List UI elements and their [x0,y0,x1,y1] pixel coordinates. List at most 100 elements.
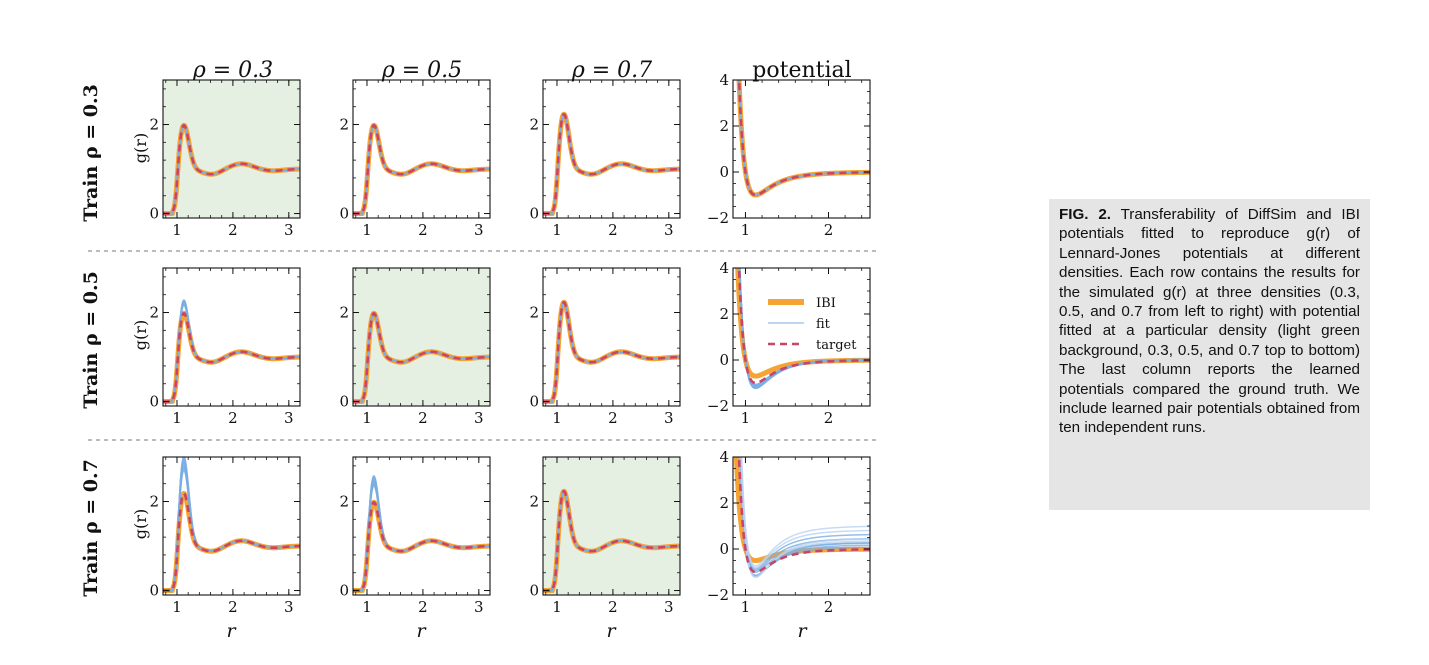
series-group [163,299,300,405]
caption: FIG. 2. Transferability of DiffSim and I… [1049,199,1370,510]
series-fit-2 [353,482,490,592]
series-ibi [736,80,870,198]
x-tick-label: 3 [474,409,484,427]
x-tick-label: 2 [608,221,618,239]
y-tick-label: 2 [719,117,729,135]
series-fit-7 [738,80,870,196]
series-fit-4 [353,480,490,592]
y-tick-label: 2 [719,494,729,512]
y-tick-label: 2 [529,116,539,134]
x-tick-label: 1 [172,221,182,239]
legend-target-label: target [816,338,857,353]
y-tick-label: 0 [719,163,729,181]
series-fit-3 [353,481,490,592]
series-ibi [163,491,300,594]
series-group [733,457,870,578]
series-fit-0 [163,469,300,592]
y-tick-label: 4 [719,259,729,277]
series-group [735,268,870,390]
y-tick-label: 2 [149,493,159,511]
training-background [543,457,680,595]
series-fit-1 [163,468,300,592]
xlabel-0: r [226,620,237,642]
series-fit-9 [740,457,870,567]
series-fit-9 [738,80,870,196]
series-target [353,501,490,592]
x-tick-label: 3 [474,598,484,616]
series-fit-6 [163,460,300,592]
panel-r1-c3: 1 2 −2 0 2 4 [707,259,871,427]
series-fit-9 [353,475,490,592]
series-target [163,312,300,403]
y-tick-label: 2 [529,493,539,511]
series-fit-8 [740,457,870,578]
series-fit-8 [739,268,870,390]
y-tick-label: 0 [149,582,159,600]
series-target [543,490,680,592]
y-tick-label: −2 [707,209,729,227]
x-tick-label: 1 [172,598,182,616]
y-tick-label: −2 [707,397,729,415]
axes-frame [732,79,871,219]
x-tick-label: 3 [474,221,484,239]
series-target [163,492,300,592]
series-target [737,80,870,197]
gr-ylabel-0: g(r) [131,133,150,163]
series-fit-7 [163,458,300,592]
x-tick-label: 2 [228,221,238,239]
series-fit-7 [740,457,870,569]
x-tick-label: 1 [362,221,372,239]
x-tick-label: 2 [418,598,428,616]
series-group [543,111,680,217]
axes-frame [542,79,681,219]
x-tick-label: 3 [284,221,294,239]
series-fit-9 [163,457,300,592]
x-tick-label: 3 [284,598,294,616]
row-label-2: Train ρ = 0.7 [80,459,102,597]
axes-frame [352,456,491,596]
series-fit-9 [739,268,870,390]
y-tick-label: 4 [719,448,729,466]
series-target [353,312,490,403]
y-tick-label: 2 [339,493,349,511]
panel-r1-c2: 1 2 3 0 2 [529,267,681,427]
series-fit-5 [353,479,490,592]
legend-ibi-label: IBI [816,296,836,311]
series-fit-8 [353,476,490,592]
x-tick-label: 3 [664,598,674,616]
x-tick-label: 2 [608,409,618,427]
x-tick-label: 2 [228,598,238,616]
x-tick-label: 1 [552,409,562,427]
gr-ylabel-2: g(r) [131,509,150,539]
series-fit-3 [738,80,870,196]
caption-text: Transferability of DiffSim and IBI poten… [1059,206,1360,437]
series-ibi [543,111,680,217]
panel-r2-c1: 1 2 3 0 2 [339,456,491,616]
axes-frame [162,79,301,219]
panel-r2-c3: 1 2 −2 0 2 4 [707,448,871,616]
row-label-0: Train ρ = 0.3 [80,84,102,222]
y-tick-label: 2 [529,304,539,322]
y-tick-label: 0 [719,540,729,558]
series-fit-4 [738,80,870,196]
x-tick-label: 1 [552,598,562,616]
xlabel-2: r [606,620,617,642]
axes-frame [352,79,491,219]
series-fit-1 [738,80,870,196]
y-tick-label: −2 [707,586,729,604]
series-ibi [543,299,680,405]
y-tick-label: 2 [719,305,729,323]
series-fit-5 [740,457,870,570]
x-tick-label: 2 [418,221,428,239]
series-fit-3 [163,464,300,592]
panel-r1-c0: 1 2 3 0 2 [149,267,301,427]
series-target [543,301,680,403]
y-tick-label: 2 [339,304,349,322]
xlabel-1: r [416,620,427,642]
y-tick-label: 4 [719,71,729,89]
training-background [163,80,300,218]
series-group [163,457,300,594]
y-tick-label: 2 [149,304,159,322]
y-tick-label: 0 [339,205,349,223]
